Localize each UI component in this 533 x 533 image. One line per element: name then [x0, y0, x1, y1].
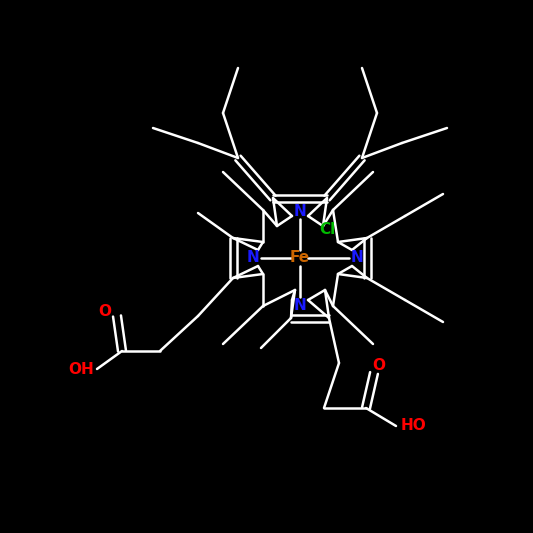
Text: N: N [247, 251, 260, 265]
Text: Fe: Fe [290, 251, 310, 265]
Text: OH: OH [68, 361, 94, 376]
Text: Cl: Cl [319, 222, 335, 238]
Text: HO: HO [401, 418, 427, 433]
Text: O: O [99, 303, 111, 319]
Text: N: N [351, 251, 364, 265]
Text: N: N [294, 204, 306, 219]
Text: N: N [294, 297, 306, 312]
Text: O: O [373, 358, 385, 373]
